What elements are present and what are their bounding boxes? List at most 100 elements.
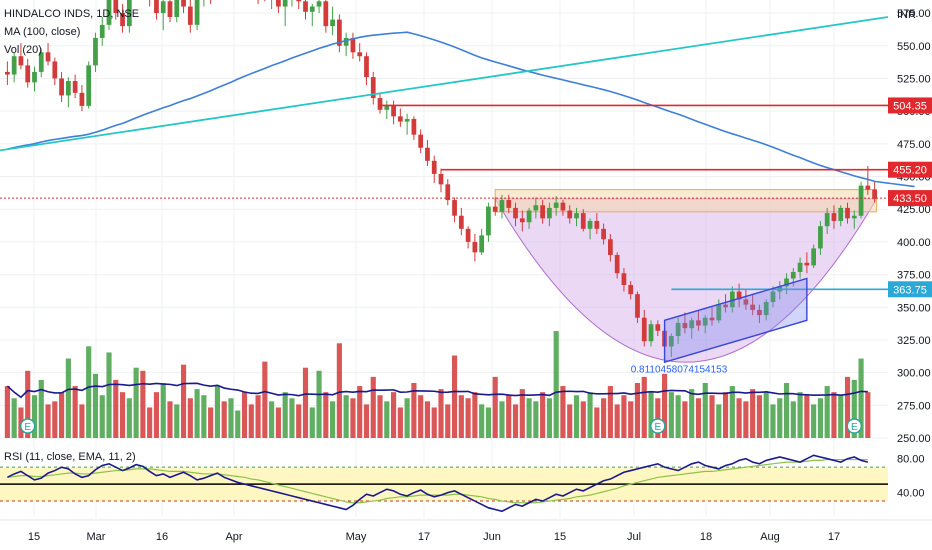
vol-legend[interactable]: Vol (20) (4, 44, 42, 56)
candle-body (479, 235, 485, 253)
volume-bar (180, 364, 187, 438)
price-tick: 250.00 (897, 433, 931, 445)
volume-bar (72, 386, 78, 438)
volume-bar (465, 398, 471, 438)
candle (181, 0, 186, 14)
volume-bar (851, 379, 857, 438)
candle-body (404, 118, 410, 122)
ma-legend[interactable]: MA (100, close) (4, 26, 81, 38)
candle (364, 52, 369, 85)
candle-body (99, 24, 105, 38)
rsi-pane (0, 454, 888, 513)
candle (210, 0, 212, 4)
price-tick: 475.00 (897, 139, 931, 151)
candle-body (709, 317, 715, 321)
candle-body (438, 173, 444, 185)
volume-bar (316, 370, 322, 438)
symbol-label[interactable]: HINDALCO INDS, 1D, NSE (4, 8, 140, 20)
channel[interactable] (663, 277, 808, 364)
candle (750, 294, 756, 316)
candle (59, 71, 64, 102)
volume-bar (668, 392, 674, 438)
candle-body (858, 185, 864, 216)
volume-bar (763, 392, 769, 438)
volume-bar (682, 401, 688, 438)
candle-body (547, 207, 552, 219)
volume-bar (357, 386, 363, 438)
volume-bar (106, 352, 112, 438)
candle (635, 291, 640, 323)
candle-body (11, 56, 17, 75)
candle (702, 315, 708, 334)
candle-body (831, 213, 837, 221)
candle (540, 200, 545, 224)
candle (264, 0, 266, 2)
candle-body (770, 291, 776, 303)
volume-bar (384, 401, 390, 438)
price-tick: 375.00 (897, 270, 931, 282)
candle-body (167, 1, 173, 17)
volume-bar (675, 395, 681, 438)
volume-bar (45, 404, 51, 438)
candle (316, 0, 322, 14)
volume-bar (519, 389, 525, 438)
volume-bar (208, 407, 214, 438)
marker-letter: E (654, 422, 661, 433)
volume-bar (506, 395, 512, 438)
candle (872, 181, 877, 203)
volume-bar (52, 401, 58, 438)
candle-body (18, 56, 24, 66)
candle (357, 43, 363, 62)
price-badge-label: 504.35 (893, 100, 927, 112)
trend-line[interactable] (0, 16, 889, 152)
volume-bar (418, 395, 424, 438)
price-axis[interactable]: 575.00550.00525.00500.00475.00450.00425.… (897, 8, 931, 500)
candle (519, 210, 525, 232)
volume-bar (594, 407, 600, 438)
candle-body (716, 304, 722, 321)
candle (736, 283, 742, 308)
candle-body (526, 210, 532, 223)
candle (716, 299, 722, 323)
candle-body (465, 228, 471, 242)
volume-bar (783, 383, 790, 438)
candle-body (120, 13, 125, 27)
volume-bar (99, 395, 105, 438)
volume-bar (302, 367, 309, 438)
price-tick: 275.00 (897, 400, 931, 412)
candle-body (702, 317, 708, 326)
volume-bar (458, 395, 464, 438)
volume-ma-line (6, 382, 868, 399)
time-axis[interactable]: 15 Mar 16 Apr May 17 Jun 15 Jul 18 Aug 17 (0, 519, 932, 543)
price-tick: 575.00 (897, 8, 931, 20)
volume-bar (11, 398, 17, 438)
time-tick: May (346, 531, 367, 543)
rsi-legend[interactable]: RSI (11, close, EMA, 11, 2) (4, 451, 136, 463)
candle-body (5, 71, 10, 75)
candle (763, 299, 769, 321)
volume-bar (817, 398, 823, 438)
candle-body (608, 239, 613, 255)
price-tick: 325.00 (897, 335, 931, 347)
volume-bar (262, 361, 268, 438)
cup-pattern (494, 189, 878, 363)
candle (106, 0, 112, 31)
volume-bar (119, 392, 126, 438)
candle-body (790, 271, 796, 279)
volume-bar (770, 404, 776, 438)
candle-body (804, 262, 810, 266)
volume-bar (350, 398, 356, 438)
candle (391, 100, 396, 125)
volume-bar (86, 346, 92, 438)
candle (831, 205, 837, 229)
horizontal-levels[interactable] (0, 104, 888, 291)
candle-body (79, 92, 85, 106)
candle-body (384, 105, 390, 110)
candle (438, 168, 444, 193)
candle (330, 6, 335, 36)
candle (291, 0, 293, 7)
volume-bar (228, 398, 234, 438)
candle-body (160, 1, 166, 14)
